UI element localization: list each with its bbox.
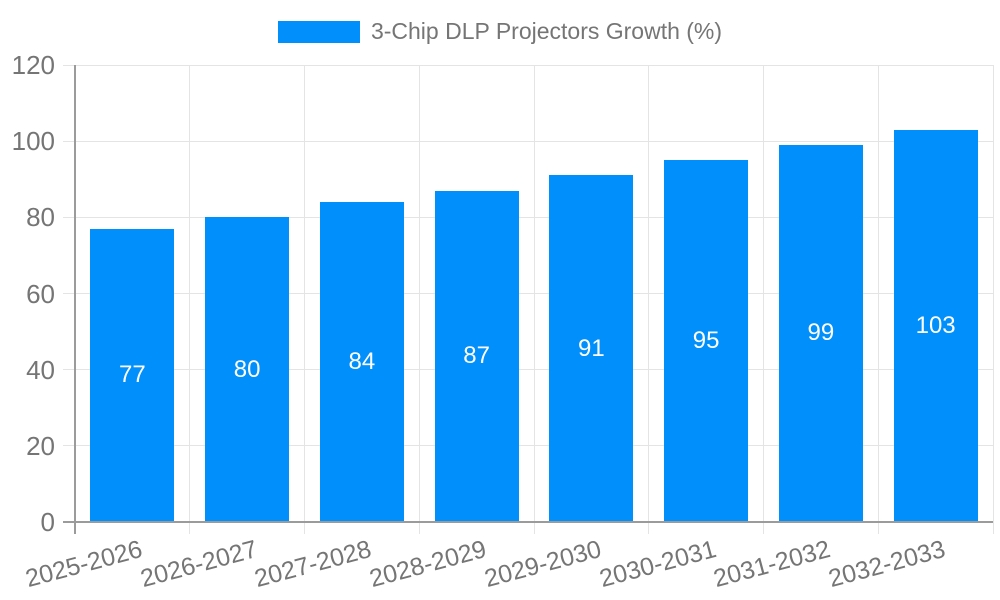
- x-gridline: [992, 65, 994, 522]
- y-axis-label: 80: [26, 202, 55, 233]
- x-axis-label: 2026-2027: [137, 535, 260, 594]
- y-axis-label: 0: [40, 507, 55, 537]
- bar[interactable]: [205, 217, 290, 522]
- y-axis-label: 100: [11, 126, 55, 157]
- y-axis-line: [74, 65, 76, 534]
- y-tick: [63, 445, 75, 447]
- y-axis-label: 60: [26, 278, 55, 309]
- y-tick: [63, 64, 75, 66]
- x-gridline: [304, 65, 305, 522]
- x-gridline: [189, 65, 191, 522]
- x-axis-label: 2030-2031: [596, 535, 719, 594]
- bar[interactable]: [549, 175, 634, 522]
- x-axis-label: 2031-2032: [710, 535, 834, 594]
- x-tick: [877, 522, 879, 534]
- y-tick: [63, 293, 75, 294]
- bar[interactable]: [434, 190, 519, 522]
- bar[interactable]: [664, 160, 749, 522]
- bar-value-label: 77: [119, 361, 146, 389]
- bar[interactable]: [319, 202, 404, 522]
- x-tick: [533, 522, 535, 534]
- x-tick: [992, 522, 994, 534]
- x-tick: [189, 522, 191, 534]
- bar-value-label: 84: [348, 348, 376, 376]
- x-tick: [648, 522, 650, 534]
- y-axis-label: 20: [26, 430, 55, 461]
- y-tick: [63, 216, 75, 218]
- x-gridline: [418, 65, 420, 522]
- legend[interactable]: 3-Chip DLP Projectors Growth (%): [0, 18, 1000, 45]
- legend-swatch-icon: [277, 20, 360, 43]
- plot-area: 0 20 40 60 80 100 120 77 2025-2026 80 2026-2027 84 2…: [12, 52, 994, 593]
- y-tick: [63, 369, 75, 371]
- bar[interactable]: [893, 129, 978, 522]
- x-gridline: [648, 65, 650, 522]
- x-tick: [304, 522, 305, 534]
- x-axis-label: 2028-2029: [366, 535, 490, 594]
- x-tick: [763, 522, 764, 534]
- x-axis-label: 2032-2033: [825, 535, 949, 594]
- x-axis-label: 2029-2030: [481, 535, 605, 594]
- x-tick: [418, 522, 420, 534]
- bar-value-label: 80: [233, 355, 261, 383]
- x-gridline: [877, 65, 879, 522]
- x-axis-line: [63, 521, 993, 523]
- x-axis-label: 2027-2028: [251, 535, 375, 594]
- bar-value-label: 99: [807, 319, 835, 347]
- y-axis-label: 40: [26, 354, 55, 385]
- legend-label: 3-Chip DLP Projectors Growth (%): [370, 18, 723, 44]
- x-axis-label: 2025-2026: [22, 535, 146, 594]
- bar-value-label: 91: [578, 334, 605, 362]
- y-tick: [63, 140, 75, 142]
- x-gridline: [533, 65, 535, 522]
- bar-value-label: 95: [692, 327, 720, 355]
- bar-value-label: 103: [915, 311, 956, 339]
- x-gridline: [763, 65, 764, 522]
- bar-value-label: 87: [463, 342, 490, 370]
- bar[interactable]: [90, 228, 175, 522]
- y-axis-label: 120: [11, 50, 55, 80]
- bar[interactable]: [778, 144, 863, 522]
